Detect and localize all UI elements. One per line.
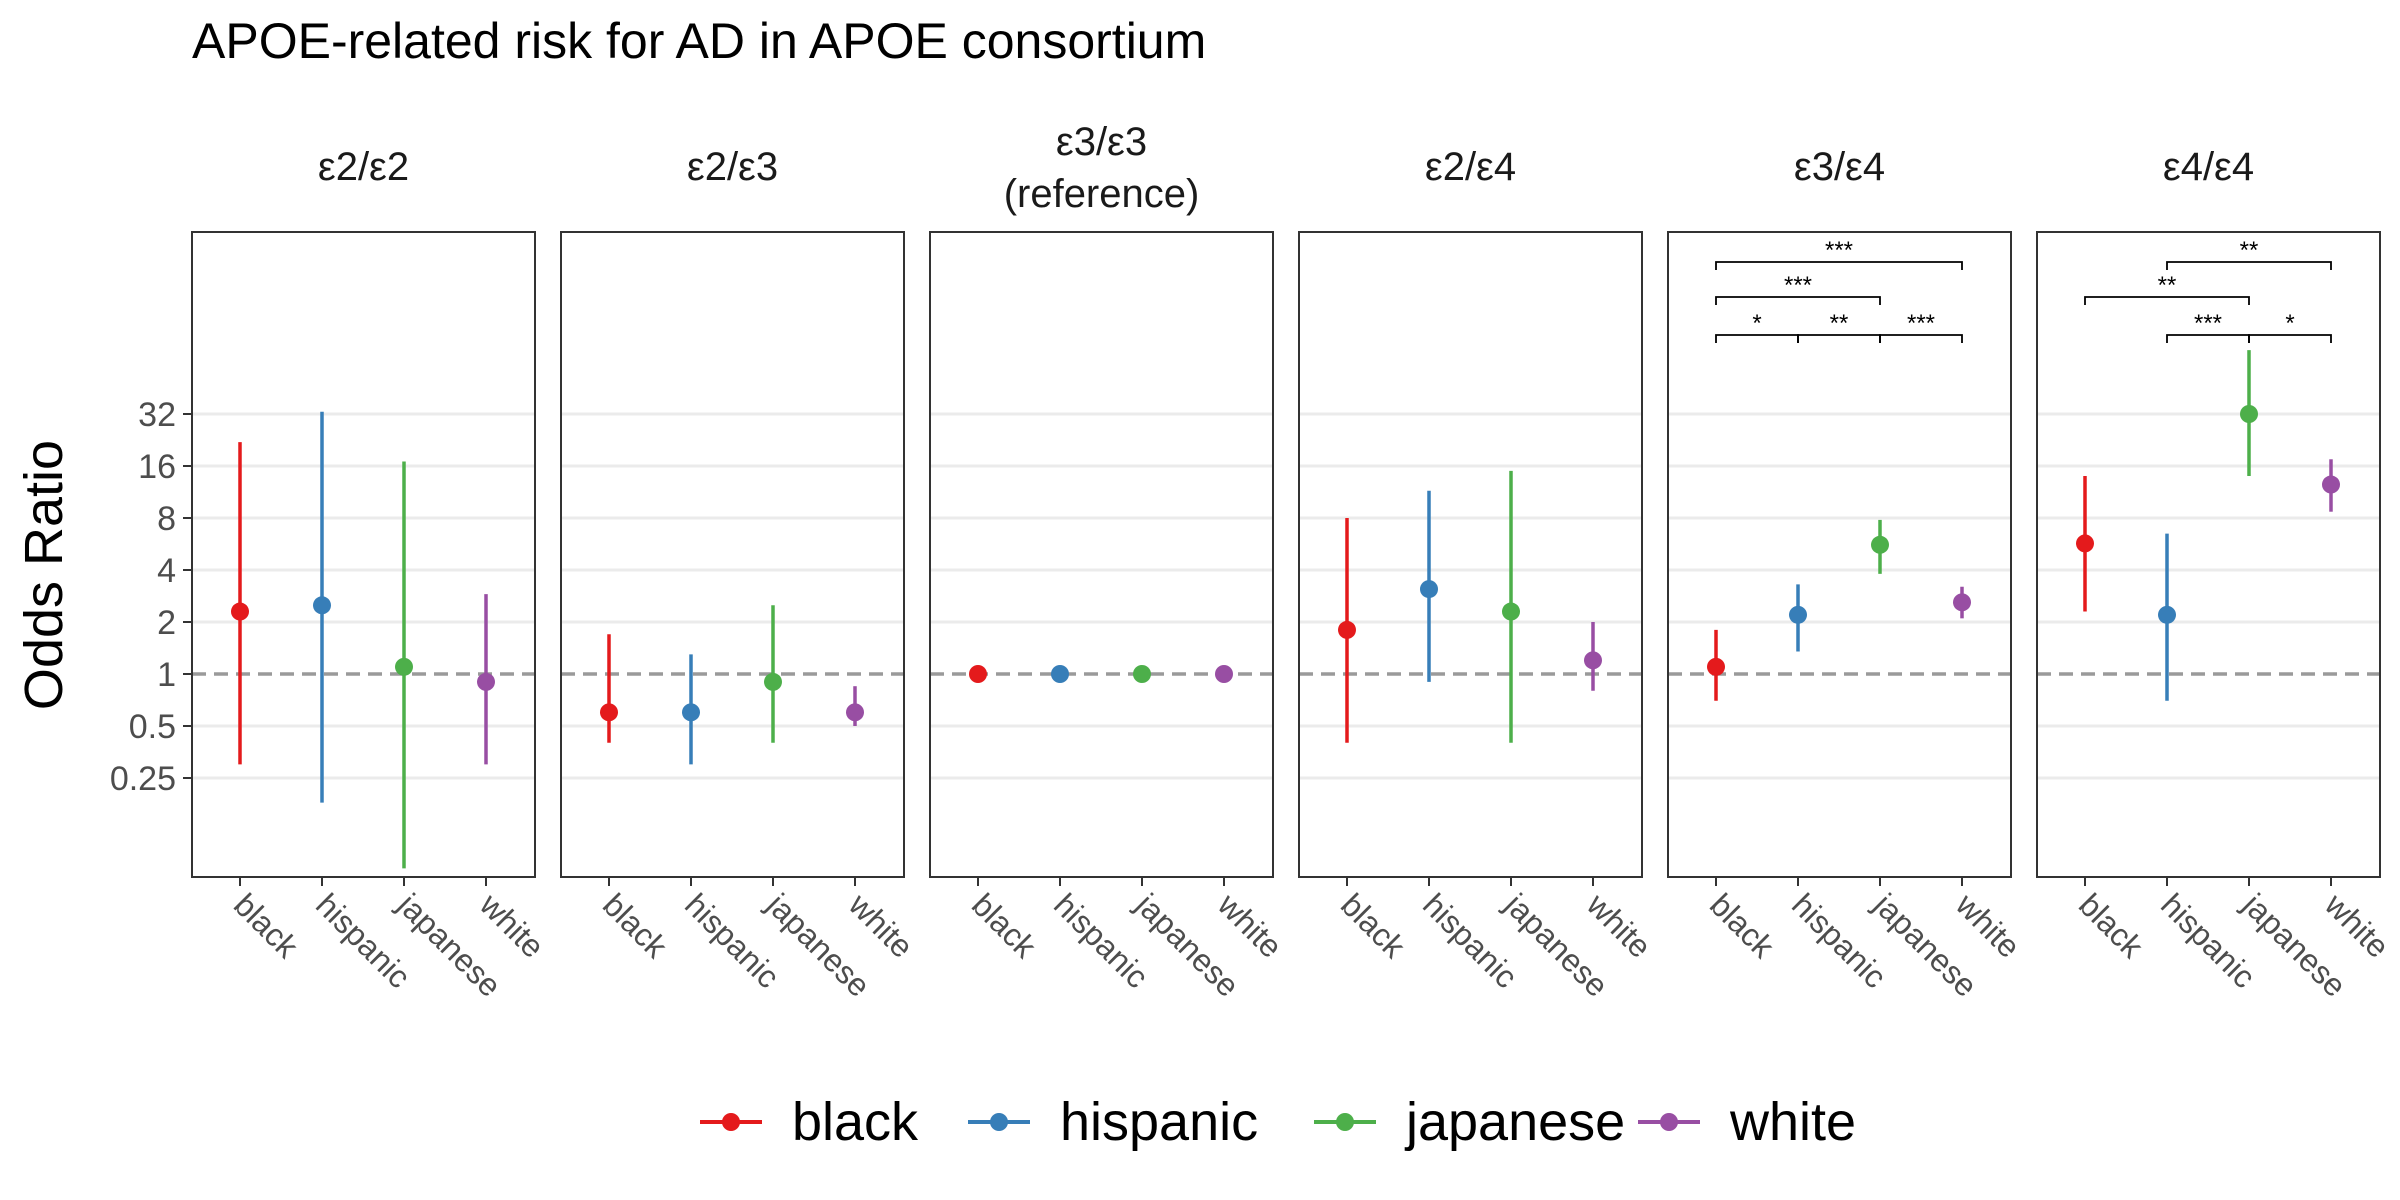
facet-label: ε2/ε2 [318, 145, 409, 189]
significance-label: ** [2240, 237, 2259, 264]
x-tick-label: black [1334, 886, 1413, 965]
panel-border [1298, 231, 1643, 878]
legend-label: hispanic [1060, 1092, 1258, 1152]
legend-key-point [1336, 1113, 1354, 1131]
point-white [2322, 475, 2340, 494]
point-white [1953, 593, 1971, 612]
significance-label: *** [2194, 310, 2222, 337]
facet-label: (reference) [1004, 172, 1200, 216]
point-white [1584, 651, 1602, 670]
legend-item-white: white [1638, 1092, 1856, 1152]
facet-5: ε3/ε4******* ** ***black hispanicjapanesewh… [1667, 145, 2027, 1004]
legend: black hispanic japanese white [700, 1092, 1856, 1152]
point-hispanic [1051, 665, 1069, 683]
significance-label: ** [2158, 272, 2177, 299]
y-axis-title: Odds Ratio [14, 440, 74, 710]
chart-title: APOE-related risk for AD in APOE consort… [192, 13, 1206, 69]
panel-border [560, 231, 905, 878]
panel-background [1668, 232, 2011, 877]
significance-bracket [1715, 261, 1963, 270]
point-japanese [764, 672, 782, 691]
point-hispanic [313, 596, 331, 615]
significance-bracket [2084, 296, 2250, 305]
y-tick-label: 2 [157, 604, 176, 642]
point-hispanic [2158, 605, 2176, 624]
facet-label: ε3/ε4 [1794, 145, 1885, 189]
panel-background [2037, 232, 2380, 877]
y-tick-label: 16 [138, 448, 176, 486]
x-tick-label: black [1703, 886, 1782, 965]
legend-item-japanese: japanese [1314, 1092, 1625, 1152]
panel-background [930, 232, 1273, 877]
facet-3: ε3/ε3(reference)black hispanicjapanesewhi… [929, 120, 1289, 1004]
legend-item-black: black [700, 1092, 919, 1152]
point-japanese [1502, 602, 1520, 621]
point-black [231, 602, 249, 621]
significance-bracket [1879, 334, 1963, 343]
point-black [2076, 534, 2094, 553]
significance-bracket [1715, 296, 1881, 305]
point-black [1338, 620, 1356, 639]
facet-label: ε2/ε4 [1425, 145, 1516, 189]
x-tick-label: black [965, 886, 1044, 965]
y-axis: 0.25 0.5 1 2 4 8 16 32 [110, 396, 192, 798]
y-tick-label: 4 [157, 552, 176, 590]
facet-label: ε2/ε3 [687, 145, 778, 189]
panel-border [191, 231, 536, 878]
point-japanese [395, 657, 413, 676]
y-tick-label: 32 [138, 396, 176, 434]
panel-background [1299, 232, 1642, 877]
panel-border [2036, 231, 2381, 878]
point-white [1215, 665, 1233, 683]
y-tick-label: 0.5 [129, 708, 176, 746]
legend-item-hispanic: hispanic [968, 1092, 1258, 1152]
point-hispanic [682, 703, 700, 722]
panel-background [192, 232, 535, 877]
legend-label: white [1729, 1092, 1856, 1152]
point-black [1707, 657, 1725, 676]
legend-key-point [1660, 1113, 1678, 1131]
legend-label: japanese [1404, 1092, 1625, 1152]
point-black [600, 703, 618, 722]
point-hispanic [1420, 580, 1438, 599]
legend-key-point [722, 1113, 740, 1131]
legend-label: black [792, 1092, 919, 1152]
significance-label: ** [1830, 310, 1849, 337]
facet-label: ε4/ε4 [2163, 145, 2254, 189]
panel-background [561, 232, 904, 877]
significance-label: *** [1784, 272, 1812, 299]
significance-label: *** [1825, 237, 1853, 264]
panel-border [1667, 231, 2012, 878]
significance-bracket [2166, 261, 2332, 270]
y-tick-label: 0.25 [110, 760, 176, 798]
legend-key-point [990, 1113, 1008, 1131]
facet-label: ε3/ε3 [1056, 120, 1147, 164]
x-tick-label: black [2072, 886, 2151, 965]
y-tick-label: 8 [157, 500, 176, 538]
point-white [477, 672, 495, 691]
point-japanese [1871, 535, 1889, 554]
x-tick-label: black [596, 886, 675, 965]
point-japanese [1133, 665, 1151, 683]
point-japanese [2240, 405, 2258, 423]
point-hispanic [1789, 605, 1807, 624]
significance-label: *** [1907, 310, 1935, 337]
significance-label: * [2285, 310, 2294, 337]
significance-bracket [2248, 334, 2332, 343]
point-black [969, 665, 987, 683]
panel-border [929, 231, 1274, 878]
y-tick-label: 1 [157, 656, 176, 694]
x-tick-label: black [227, 886, 306, 965]
point-white [846, 703, 864, 722]
significance-label: * [1752, 310, 1761, 337]
